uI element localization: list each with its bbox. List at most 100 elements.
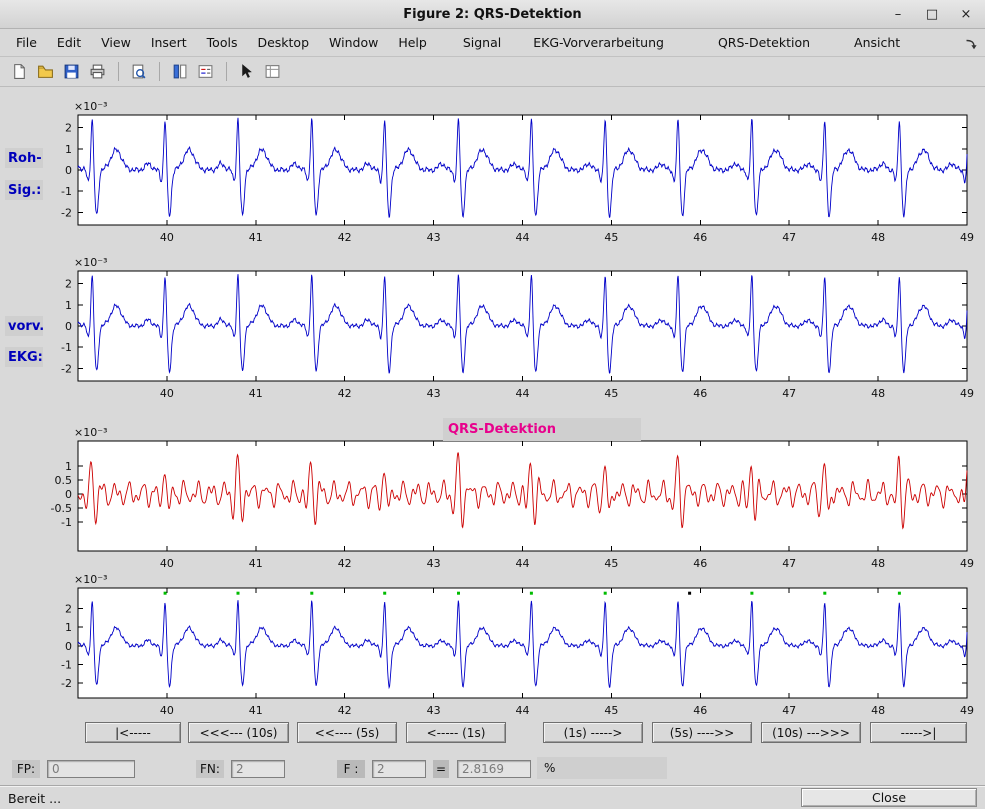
plot-browser-icon[interactable] — [260, 60, 284, 84]
svg-text:41: 41 — [249, 557, 263, 570]
svg-text:48: 48 — [871, 557, 885, 570]
svg-text:×10⁻³: ×10⁻³ — [74, 426, 107, 439]
svg-text:0.5: 0.5 — [55, 474, 73, 487]
menu-help[interactable]: Help — [398, 35, 427, 50]
menu-ansicht[interactable]: Ansicht — [854, 35, 901, 50]
menu-edit[interactable]: Edit — [56, 35, 82, 50]
menu-tools[interactable]: Tools — [206, 35, 238, 50]
svg-text:43: 43 — [427, 704, 441, 717]
svg-text:43: 43 — [427, 557, 441, 570]
menu-window[interactable]: Window — [329, 35, 379, 50]
menu-view[interactable]: View — [101, 35, 131, 50]
toolbar-separator — [159, 62, 160, 81]
svg-text:49: 49 — [960, 557, 974, 570]
svg-text:-1: -1 — [61, 516, 72, 529]
f-label: F : — [337, 760, 365, 778]
nav-jump-start-button[interactable]: |<----- — [85, 722, 181, 743]
svg-text:47: 47 — [782, 557, 796, 570]
print-preview-icon[interactable] — [126, 60, 150, 84]
svg-text:40: 40 — [160, 387, 174, 400]
dock-figure-icon[interactable] — [964, 37, 978, 51]
nav-forward-10s-button[interactable]: (10s) --->>> — [761, 722, 861, 743]
nav-back-5s-button[interactable]: <<---- (5s) — [297, 722, 397, 743]
svg-text:2: 2 — [65, 278, 72, 291]
svg-text:-2: -2 — [61, 206, 72, 219]
svg-text:×10⁻³: ×10⁻³ — [74, 573, 107, 586]
svg-text:47: 47 — [782, 387, 796, 400]
insert-colorbar-icon[interactable] — [167, 60, 191, 84]
svg-text:46: 46 — [693, 557, 707, 570]
menu-signal[interactable]: Signal — [462, 35, 502, 50]
maximize-icon[interactable]: □ — [925, 6, 939, 22]
open-file-icon[interactable] — [33, 60, 57, 84]
close-window-icon[interactable]: × — [960, 6, 972, 22]
svg-text:49: 49 — [960, 231, 974, 244]
f-input[interactable] — [372, 760, 426, 778]
svg-text:0: 0 — [65, 320, 72, 333]
svg-text:41: 41 — [249, 231, 263, 244]
svg-text:45: 45 — [604, 387, 618, 400]
svg-text:0: 0 — [65, 640, 72, 653]
svg-text:1: 1 — [65, 143, 72, 156]
fn-label: FN: — [196, 760, 224, 778]
qrs-filtered-plot: ×10⁻³ 40 41 42 43 44 45 46 47 48 49 10.50-0.5-1 — [51, 426, 974, 570]
percent-label: % — [537, 757, 667, 779]
save-figure-icon[interactable] — [59, 60, 83, 84]
nav-back-1s-button[interactable]: <----- (1s) — [406, 722, 506, 743]
menu-insert[interactable]: Insert — [150, 35, 187, 50]
svg-text:47: 47 — [782, 704, 796, 717]
svg-text:44: 44 — [516, 557, 530, 570]
menu-qrs-detektion[interactable]: QRS-Detektion — [717, 35, 811, 50]
menu-file[interactable]: File — [16, 35, 37, 50]
menu-ekg-vorverarbeitung[interactable]: EKG-Vorverarbeitung — [533, 35, 664, 50]
nav-forward-5s-button[interactable]: (5s) ---->> — [652, 722, 752, 743]
nav-back-10s-button[interactable]: <<<--- (10s) — [188, 722, 289, 743]
new-figure-icon[interactable] — [7, 60, 31, 84]
svg-text:-0.5: -0.5 — [51, 502, 72, 515]
toolbar — [0, 57, 985, 87]
svg-text:47: 47 — [782, 231, 796, 244]
svg-text:48: 48 — [871, 231, 885, 244]
title-bar[interactable]: Figure 2: QRS-Detektion – □ × — [0, 0, 985, 29]
svg-text:2: 2 — [65, 122, 72, 135]
svg-text:1: 1 — [65, 299, 72, 312]
svg-text:44: 44 — [516, 704, 530, 717]
print-figure-icon[interactable] — [85, 60, 109, 84]
detection-result-plot: ×10⁻³ 40 41 42 43 44 45 46 47 48 49 2 1 0 -1 -2 — [61, 573, 974, 717]
window-controls: – □ × — [887, 4, 977, 24]
svg-text:-1: -1 — [61, 341, 72, 354]
status-bar: Bereit ... — [0, 786, 985, 809]
fn-input[interactable] — [231, 760, 285, 778]
close-button[interactable]: Close — [801, 788, 977, 807]
preprocessed-ekg-plot: ×10⁻³ 40 41 42 43 44 45 46 47 48 49 2 1 0 -1 -2 — [61, 256, 974, 400]
raw-signal-plot: ×10⁻³ 40 41 42 43 44 45 46 47 48 49 2 1 0 -1 -2 — [61, 100, 974, 244]
svg-text:49: 49 — [960, 704, 974, 717]
nav-jump-end-button[interactable]: ----->| — [870, 722, 967, 743]
result-input[interactable] — [457, 760, 531, 778]
svg-text:42: 42 — [338, 231, 352, 244]
toolbar-separator — [226, 62, 227, 81]
qrs-detektion-title: QRS-Detektion — [443, 418, 641, 441]
nav-forward-1s-button[interactable]: (1s) -----> — [543, 722, 643, 743]
pointer-icon[interactable] — [234, 60, 258, 84]
svg-text:42: 42 — [338, 387, 352, 400]
svg-text:49: 49 — [960, 387, 974, 400]
svg-text:46: 46 — [693, 387, 707, 400]
svg-text:42: 42 — [338, 704, 352, 717]
svg-text:43: 43 — [427, 231, 441, 244]
status-text: Bereit ... — [8, 790, 62, 806]
insert-legend-icon[interactable] — [193, 60, 217, 84]
toolbar-separator — [118, 62, 119, 81]
svg-text:1: 1 — [65, 460, 72, 473]
svg-text:46: 46 — [693, 231, 707, 244]
svg-text:×10⁻³: ×10⁻³ — [74, 256, 107, 269]
menu-desktop[interactable]: Desktop — [257, 35, 310, 50]
fp-label: FP: — [12, 760, 40, 778]
svg-text:44: 44 — [516, 387, 530, 400]
preprocessed-label-line1: vorv. — [5, 316, 44, 336]
fp-input[interactable] — [47, 760, 135, 778]
preprocessed-label-line2: EKG: — [5, 347, 43, 367]
minimize-icon[interactable]: – — [894, 6, 902, 22]
svg-text:-1: -1 — [61, 185, 72, 198]
